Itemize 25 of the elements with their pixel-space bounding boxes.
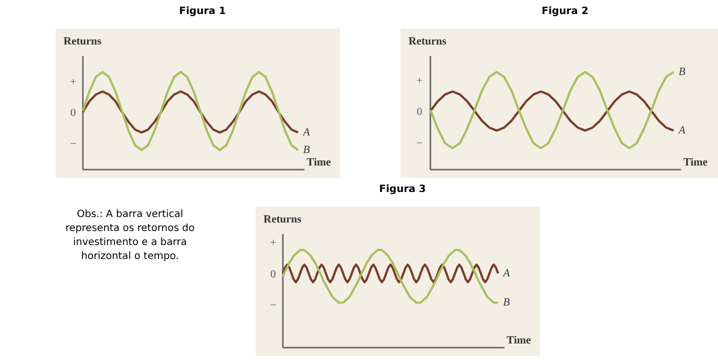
text: Obs.: A barra vertical representa os retornos do investimento e a barra horizontal o tempo. bbox=[65, 208, 195, 264]
series-label: B bbox=[678, 66, 686, 78]
chart-title: Figura 2 bbox=[542, 5, 588, 19]
y-axis-title: Returns bbox=[264, 214, 302, 226]
y-axis-title: Returns bbox=[408, 36, 448, 48]
text: − bbox=[416, 137, 423, 150]
text: + bbox=[270, 237, 276, 250]
x-axis-title: Time bbox=[506, 334, 532, 347]
chart-title: Figura 3 bbox=[379, 183, 426, 197]
text: − bbox=[270, 300, 276, 312]
text: 0 bbox=[270, 268, 276, 280]
chart-title: Figura 1 bbox=[179, 5, 226, 19]
series-label: B bbox=[503, 296, 510, 309]
text: 0 bbox=[70, 107, 76, 120]
text: 0 bbox=[416, 106, 423, 118]
x-axis-title: Time bbox=[683, 156, 708, 169]
y-axis-title: Returns bbox=[64, 36, 102, 48]
x-axis-title: Time bbox=[306, 156, 332, 169]
text: + bbox=[416, 74, 423, 87]
text: − bbox=[70, 138, 76, 150]
text: + bbox=[70, 76, 76, 88]
series-label: B bbox=[303, 144, 310, 156]
series-label: A bbox=[502, 267, 510, 280]
series-label: A bbox=[302, 126, 310, 138]
series-label: A bbox=[678, 124, 686, 137]
